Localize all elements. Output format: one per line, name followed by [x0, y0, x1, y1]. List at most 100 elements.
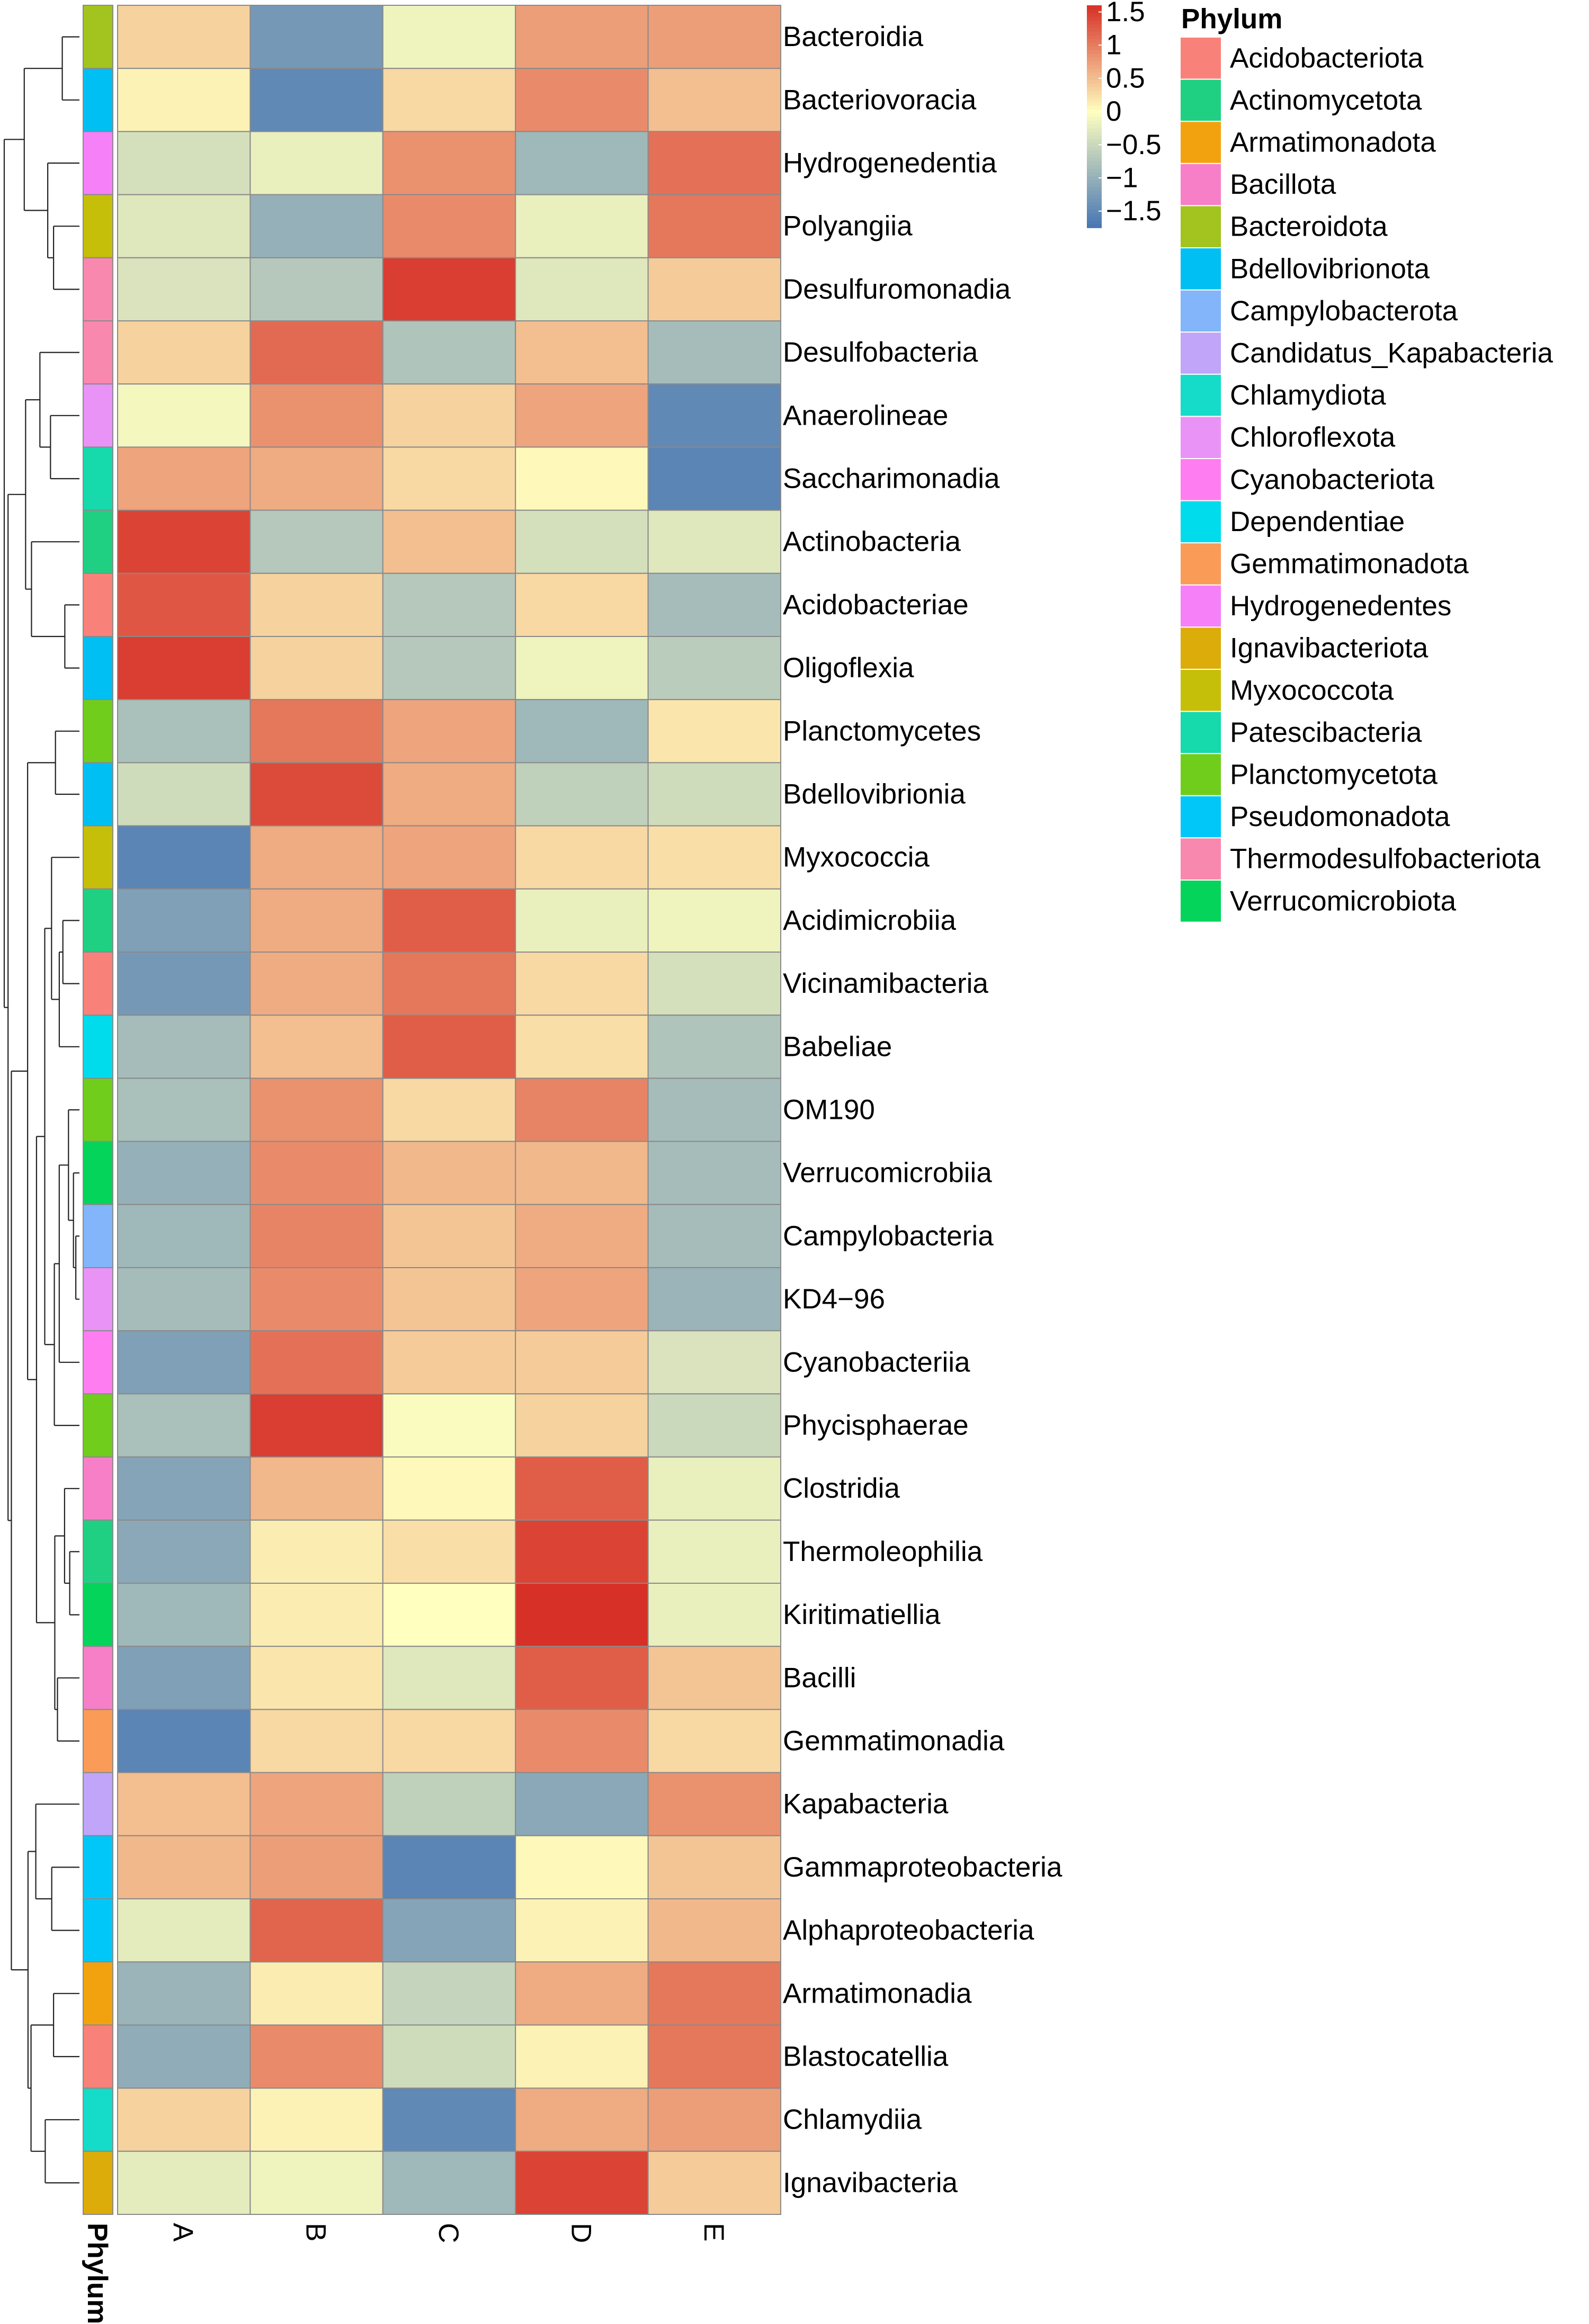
colorbar-segment — [1087, 124, 1102, 128]
heatmap-cell — [117, 2087, 251, 2152]
heatmap-cell — [249, 699, 383, 764]
phylum-strip-cell — [83, 1141, 113, 1205]
heatmap-cell — [515, 2150, 649, 2215]
row-label: Actinobacteria — [783, 526, 961, 558]
row-label: Anaerolineae — [783, 400, 948, 431]
phylum-strip-cell — [83, 1078, 113, 1142]
heatmap-cell — [647, 1267, 781, 1332]
phylum-strip-cell — [83, 572, 113, 638]
row-label: Myxococcia — [783, 842, 930, 873]
heatmap-cell — [117, 1772, 251, 1836]
row-label: Blastocatellia — [783, 2041, 949, 2072]
phylum-strip-cell — [83, 888, 113, 953]
row-label: KD4−96 — [783, 1284, 885, 1315]
phylum-strip-cell — [83, 194, 113, 258]
heatmap-cell — [249, 1078, 383, 1142]
colorbar-segment — [1087, 168, 1102, 173]
heatmap-cell — [117, 383, 251, 448]
heatmap-cell — [647, 762, 781, 827]
heatmap-cell — [647, 952, 781, 1016]
phylum-strip-cell — [83, 1330, 113, 1395]
legend-item-label: Armatimonadota — [1230, 127, 1436, 158]
row-label: Bdellovibrionia — [783, 779, 966, 810]
legend-item-label: Planctomycetota — [1230, 759, 1438, 791]
heatmap-cell — [249, 1961, 383, 2026]
heatmap-cell — [647, 2087, 781, 2152]
phylum-annotation-strip: Phylum — [82, 5, 113, 2324]
legend-swatch — [1180, 669, 1222, 712]
colorbar-segment — [1087, 9, 1102, 13]
heatmap-cell — [515, 1961, 649, 2026]
colorbar-segment — [1087, 61, 1102, 65]
row-label: Cyanobacteriia — [783, 1347, 970, 1378]
heatmap-cell — [117, 636, 251, 701]
colorbar-segment — [1087, 183, 1102, 187]
phylum-strip-cell — [83, 446, 113, 511]
heatmap-cell — [515, 1141, 649, 1205]
heatmap-cell — [515, 131, 649, 195]
heatmap-cell — [117, 572, 251, 638]
heatmap-cell — [382, 257, 516, 321]
heatmap-cell — [515, 1583, 649, 1647]
heatmap-cell — [382, 1519, 516, 1584]
row-label: Babeliae — [783, 1031, 892, 1062]
heatmap-cell — [249, 1646, 383, 1710]
heatmap-cell — [647, 1835, 781, 1900]
column-labels: A B C D E — [167, 2223, 729, 2243]
heatmap-cell — [647, 1015, 781, 1079]
colorbar-segment — [1087, 131, 1102, 136]
heatmap-cell — [249, 1583, 383, 1647]
legend-swatch — [1180, 247, 1222, 291]
heatmap-cell — [382, 1267, 516, 1332]
phylum-strip-cell — [83, 1015, 113, 1079]
row-label: Vicinamibacteria — [783, 968, 988, 999]
heatmap-cell — [382, 1898, 516, 1963]
row-label: Verrucomicrobiia — [783, 1157, 992, 1189]
heatmap-cell — [647, 2150, 781, 2215]
legend-swatch — [1180, 711, 1222, 755]
colorbar-segment — [1087, 150, 1102, 154]
heatmap-cell — [117, 1646, 251, 1710]
heatmap-cell — [515, 1646, 649, 1710]
heatmap-cell — [515, 257, 649, 321]
heatmap-cell — [382, 952, 516, 1016]
phylum-strip-cell — [83, 952, 113, 1016]
row-label: Alphaproteobacteria — [783, 1915, 1034, 1946]
legend-item-label: Bdellovibrionota — [1230, 253, 1430, 284]
colorbar-segment — [1087, 57, 1102, 61]
colorbar-segment — [1087, 180, 1102, 184]
column-label: D — [565, 2223, 596, 2243]
heatmap-cell — [382, 1835, 516, 1900]
colorbar-segment — [1087, 165, 1102, 169]
colorbar-segment — [1087, 87, 1102, 91]
heatmap-cell — [117, 68, 251, 132]
heatmap-cell — [515, 1078, 649, 1142]
heatmap-cell — [249, 1330, 383, 1395]
heatmap-cell — [515, 699, 649, 764]
colorbar-segment — [1087, 72, 1102, 76]
colorbar-segment — [1087, 194, 1102, 199]
heatmap-cell — [647, 509, 781, 574]
phylum-strip-cell — [83, 1898, 113, 1963]
heatmap-cell — [117, 1709, 251, 1773]
colorbar-segment — [1087, 5, 1102, 10]
colorbar-segment — [1087, 161, 1102, 165]
heatmap-cell — [249, 509, 383, 574]
phylum-strip-cell — [83, 1519, 113, 1584]
phylum-strip-cell — [83, 1267, 113, 1332]
colorbar-segment — [1087, 142, 1102, 147]
phylum-strip-cell — [83, 1646, 113, 1710]
colorbar-segment — [1087, 31, 1102, 35]
heatmap-cell — [117, 1141, 251, 1205]
row-label: Planctomycetes — [783, 715, 981, 747]
heatmap-cell — [249, 1267, 383, 1332]
heatmap-cell — [647, 446, 781, 511]
heatmap-cell — [647, 1709, 781, 1773]
heatmap-cell — [117, 1015, 251, 1079]
phylum-strip-cell — [83, 131, 113, 195]
heatmap-cell — [117, 1519, 251, 1584]
heatmap-cell — [382, 888, 516, 953]
colorbar-segment — [1087, 68, 1102, 73]
heatmap-cell — [515, 194, 649, 258]
